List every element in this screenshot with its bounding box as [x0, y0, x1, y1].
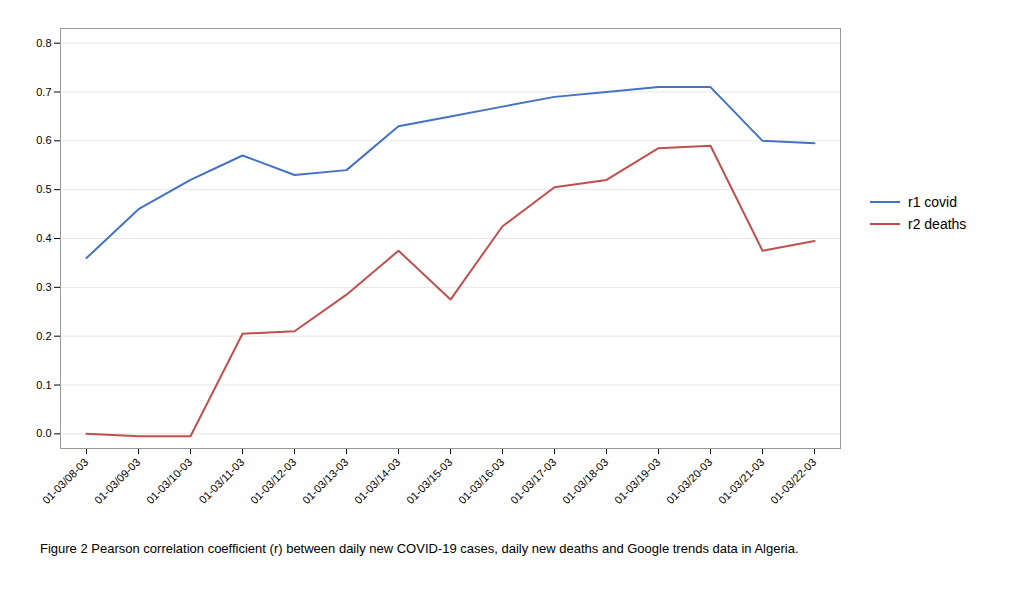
svg-text:01-03/18-03: 01-03/18-03: [560, 456, 610, 506]
svg-text:01-03/09-03: 01-03/09-03: [92, 456, 142, 506]
svg-text:01-03/14-03: 01-03/14-03: [352, 456, 402, 506]
svg-text:0.1: 0.1: [36, 379, 51, 391]
svg-text:01-03/22-03: 01-03/22-03: [768, 456, 818, 506]
svg-text:0.6: 0.6: [36, 134, 51, 146]
svg-text:01-03/16-03: 01-03/16-03: [456, 456, 506, 506]
svg-text:01-03/19-03: 01-03/19-03: [612, 456, 662, 506]
svg-text:0.5: 0.5: [36, 183, 51, 195]
svg-text:01-03/17-03: 01-03/17-03: [508, 456, 558, 506]
svg-text:0.4: 0.4: [36, 232, 51, 244]
svg-text:0.3: 0.3: [36, 281, 51, 293]
svg-text:01-03/13-03: 01-03/13-03: [300, 456, 350, 506]
svg-text:01-03/11-03: 01-03/11-03: [197, 456, 247, 506]
svg-text:0.2: 0.2: [36, 330, 51, 342]
html-text:r2 deaths: r2 deaths: [908, 216, 967, 232]
html-text:Figure 2 Pearson correlation c: Figure 2 Pearson correlation coefficient…: [40, 541, 799, 556]
svg-text:01-03/08-03: 01-03/08-03: [40, 456, 90, 506]
svg-text:01-03/10-03: 01-03/10-03: [144, 456, 194, 506]
svg-text:01-03/21-03: 01-03/21-03: [716, 456, 766, 506]
html-text:r1 covid: r1 covid: [908, 194, 957, 210]
svg-text:01-03/15-03: 01-03/15-03: [404, 456, 454, 506]
svg-text:0.0: 0.0: [36, 427, 51, 439]
svg-text:01-03/20-03: 01-03/20-03: [664, 456, 714, 506]
svg-text:0.7: 0.7: [36, 86, 51, 98]
svg-text:0.8: 0.8: [36, 37, 51, 49]
svg-text:01-03/12-03: 01-03/12-03: [248, 456, 298, 506]
